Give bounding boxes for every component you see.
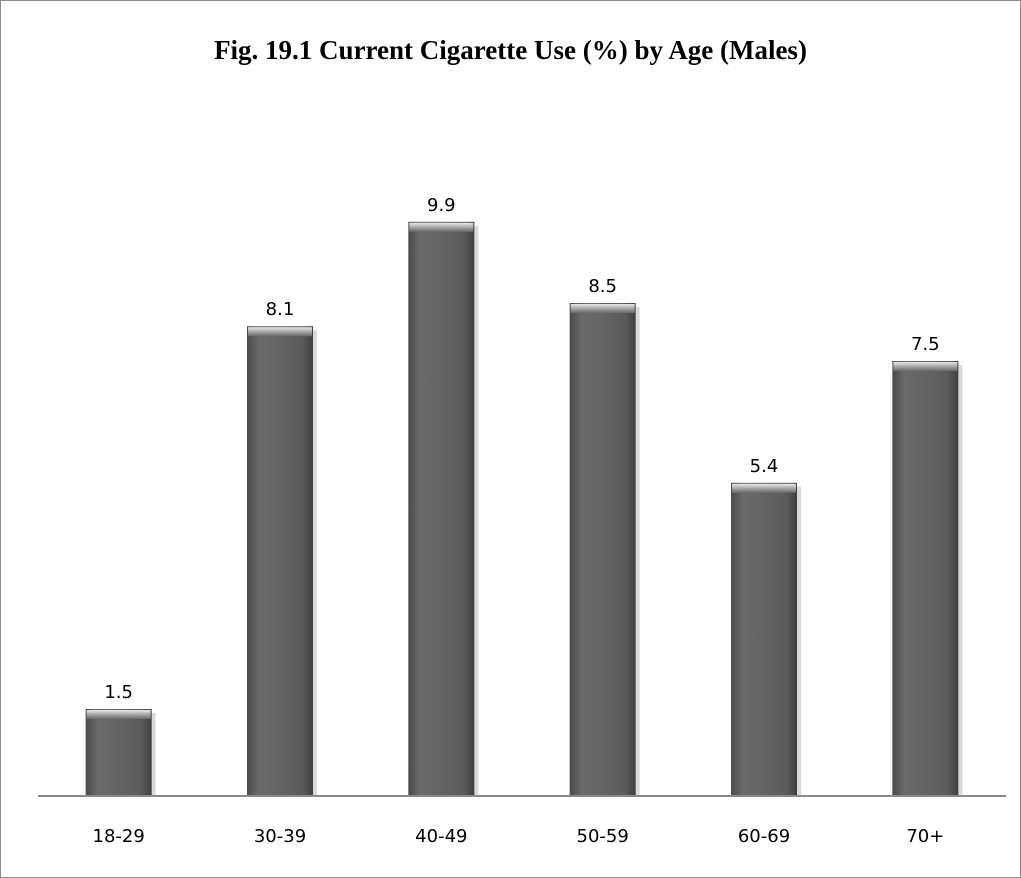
bar-cap	[570, 304, 635, 313]
bar-cap	[732, 483, 796, 493]
bar-cap	[893, 362, 958, 371]
labels-group: 1.5 18-29 8.1 30-39 9.9 40-49 8.5 50-59 5.4 60-69…	[93, 195, 945, 847]
data-label: 9.9	[427, 195, 456, 216]
data-label: 8.1	[266, 299, 295, 320]
bar-50-59	[569, 303, 636, 796]
bar-18-29	[85, 709, 152, 796]
x-tick-label: 60-69	[738, 826, 790, 847]
x-tick-label: 30-39	[254, 826, 306, 847]
x-tick-label: 70+	[906, 826, 944, 847]
bars-group	[85, 221, 963, 797]
data-label: 8.5	[588, 276, 617, 297]
data-label: 5.4	[750, 456, 779, 477]
data-label: 7.5	[911, 334, 940, 355]
bar-cap	[409, 222, 474, 232]
bar-30-39	[247, 326, 313, 796]
data-label: 1.5	[104, 682, 133, 703]
bar-40-49	[408, 221, 475, 797]
x-tick-label: 40-49	[415, 826, 467, 847]
x-tick-label: 18-29	[93, 826, 145, 847]
bar-70+	[892, 361, 959, 796]
bar-cap	[248, 327, 312, 337]
bar-60-69	[731, 482, 797, 796]
bar-cap	[86, 710, 151, 719]
x-tick-label: 50-59	[577, 826, 629, 847]
chart-title: Fig. 19.1 Current Cigarette Use (%) by A…	[214, 35, 807, 65]
